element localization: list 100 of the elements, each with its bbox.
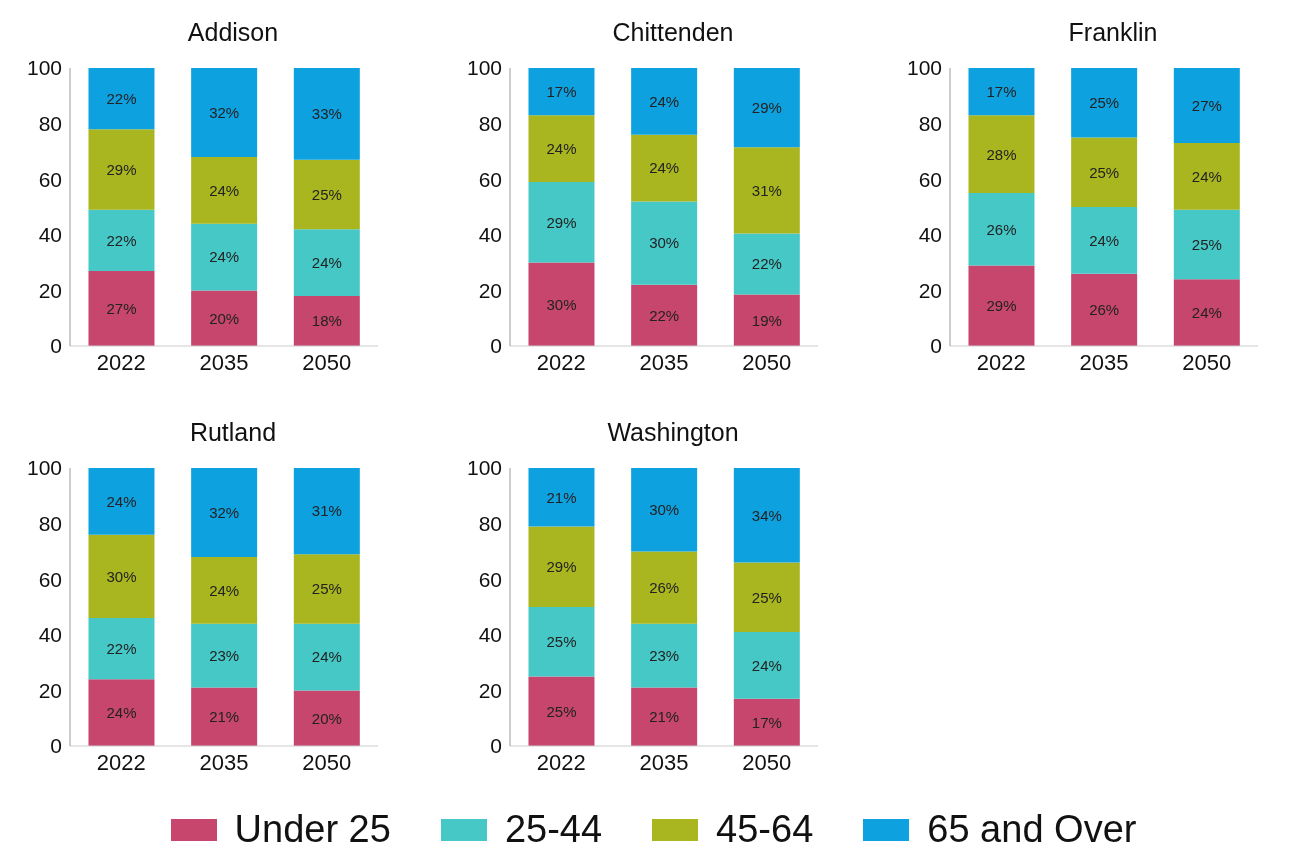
bar (733, 147, 800, 234)
bar (191, 623, 258, 688)
y-tick-label: 0 (490, 734, 502, 758)
data-label: 30% (106, 567, 137, 585)
bar (631, 623, 698, 688)
y-tick-label: 100 (906, 56, 942, 80)
bar (1173, 68, 1240, 144)
bar (88, 209, 155, 271)
x-tick-label: 2035 (1079, 349, 1129, 375)
y-tick-label: 40 (478, 623, 502, 647)
legend-label: 25-44 (504, 808, 603, 851)
data-label: 25% (1089, 163, 1120, 181)
data-label: 22% (106, 89, 137, 107)
x-tick-label: 2022 (536, 749, 586, 775)
data-label: 24% (546, 139, 577, 157)
data-label: 26% (986, 220, 1017, 238)
bar (733, 698, 800, 746)
data-label: 32% (209, 503, 240, 521)
data-label: 30% (546, 295, 577, 313)
data-label: 25% (546, 702, 577, 720)
bar (293, 690, 360, 746)
x-tick-label: 2035 (199, 749, 249, 775)
data-label: 25% (751, 588, 782, 606)
x-tick-label: 2035 (639, 349, 689, 375)
bar (293, 623, 360, 691)
y-tick-label: 100 (26, 56, 62, 80)
legend-label: 65 and Over (927, 808, 1137, 851)
x-tick-label: 2035 (639, 749, 689, 775)
bar (88, 270, 155, 346)
y-tick-label: 100 (466, 456, 502, 480)
y-tick-label: 60 (478, 567, 502, 591)
data-label: 25% (1191, 235, 1222, 253)
legend-label: Under 25 (234, 808, 391, 851)
bar (528, 115, 595, 182)
data-label: 24% (209, 248, 240, 266)
x-tick-label: 2050 (742, 749, 792, 775)
y-tick-label: 40 (478, 223, 502, 247)
data-label: 27% (106, 299, 137, 317)
y-tick-label: 20 (478, 278, 502, 302)
bar (191, 556, 258, 624)
data-label: 24% (751, 656, 782, 674)
data-label: 29% (106, 160, 137, 178)
y-tick-label: 20 (38, 278, 62, 302)
bar (528, 262, 595, 346)
data-label: 19% (751, 311, 782, 329)
data-label: 26% (649, 578, 680, 596)
bar (1173, 279, 1240, 346)
data-label: 24% (1089, 231, 1120, 249)
bar (631, 551, 698, 624)
bar (191, 223, 258, 291)
bar (631, 284, 698, 346)
data-label: 30% (649, 234, 680, 252)
data-label: 24% (209, 181, 240, 199)
data-label: 21% (649, 708, 680, 726)
bar (293, 554, 360, 624)
data-label: 31% (311, 502, 342, 520)
data-label: 28% (986, 145, 1017, 163)
data-label: 27% (1191, 96, 1222, 114)
bar (528, 468, 595, 527)
data-label: 31% (751, 181, 782, 199)
data-label: 29% (986, 297, 1017, 315)
bar (191, 468, 258, 557)
bar (293, 229, 360, 296)
data-label: 20% (209, 309, 240, 327)
bar (528, 526, 595, 607)
x-tick-label: 2022 (96, 749, 146, 775)
bar (733, 562, 800, 633)
x-tick-label: 2022 (536, 349, 586, 375)
legend-label: 45-64 (716, 808, 814, 851)
bar (968, 265, 1035, 346)
bar (631, 68, 698, 135)
bar (733, 68, 800, 148)
data-label: 32% (209, 103, 240, 121)
data-label: 21% (209, 708, 240, 726)
data-label: 30% (649, 501, 680, 519)
data-label: 17% (986, 82, 1017, 100)
bar (191, 290, 258, 346)
y-tick-label: 0 (930, 334, 942, 358)
x-tick-label: 2050 (1182, 349, 1232, 375)
y-tick-label: 100 (26, 456, 62, 480)
bar (631, 468, 698, 552)
bar (191, 68, 258, 157)
y-tick-label: 60 (38, 567, 62, 591)
data-label: 34% (751, 506, 782, 524)
x-tick-label: 2022 (96, 349, 146, 375)
data-label: 29% (546, 558, 577, 576)
x-tick-label: 2035 (199, 349, 249, 375)
bar (191, 687, 258, 746)
data-label: 24% (106, 703, 137, 721)
data-label: 24% (649, 159, 680, 177)
y-tick-label: 60 (478, 167, 502, 191)
bar (88, 534, 155, 619)
y-tick-label: 40 (38, 623, 62, 647)
bar (631, 134, 698, 202)
y-tick-label: 80 (478, 512, 502, 536)
data-label: 25% (1089, 94, 1120, 112)
chart-title: Washington (606, 418, 740, 447)
data-label: 25% (311, 185, 342, 203)
y-tick-label: 80 (918, 112, 942, 136)
x-tick-label: 2050 (302, 749, 352, 775)
